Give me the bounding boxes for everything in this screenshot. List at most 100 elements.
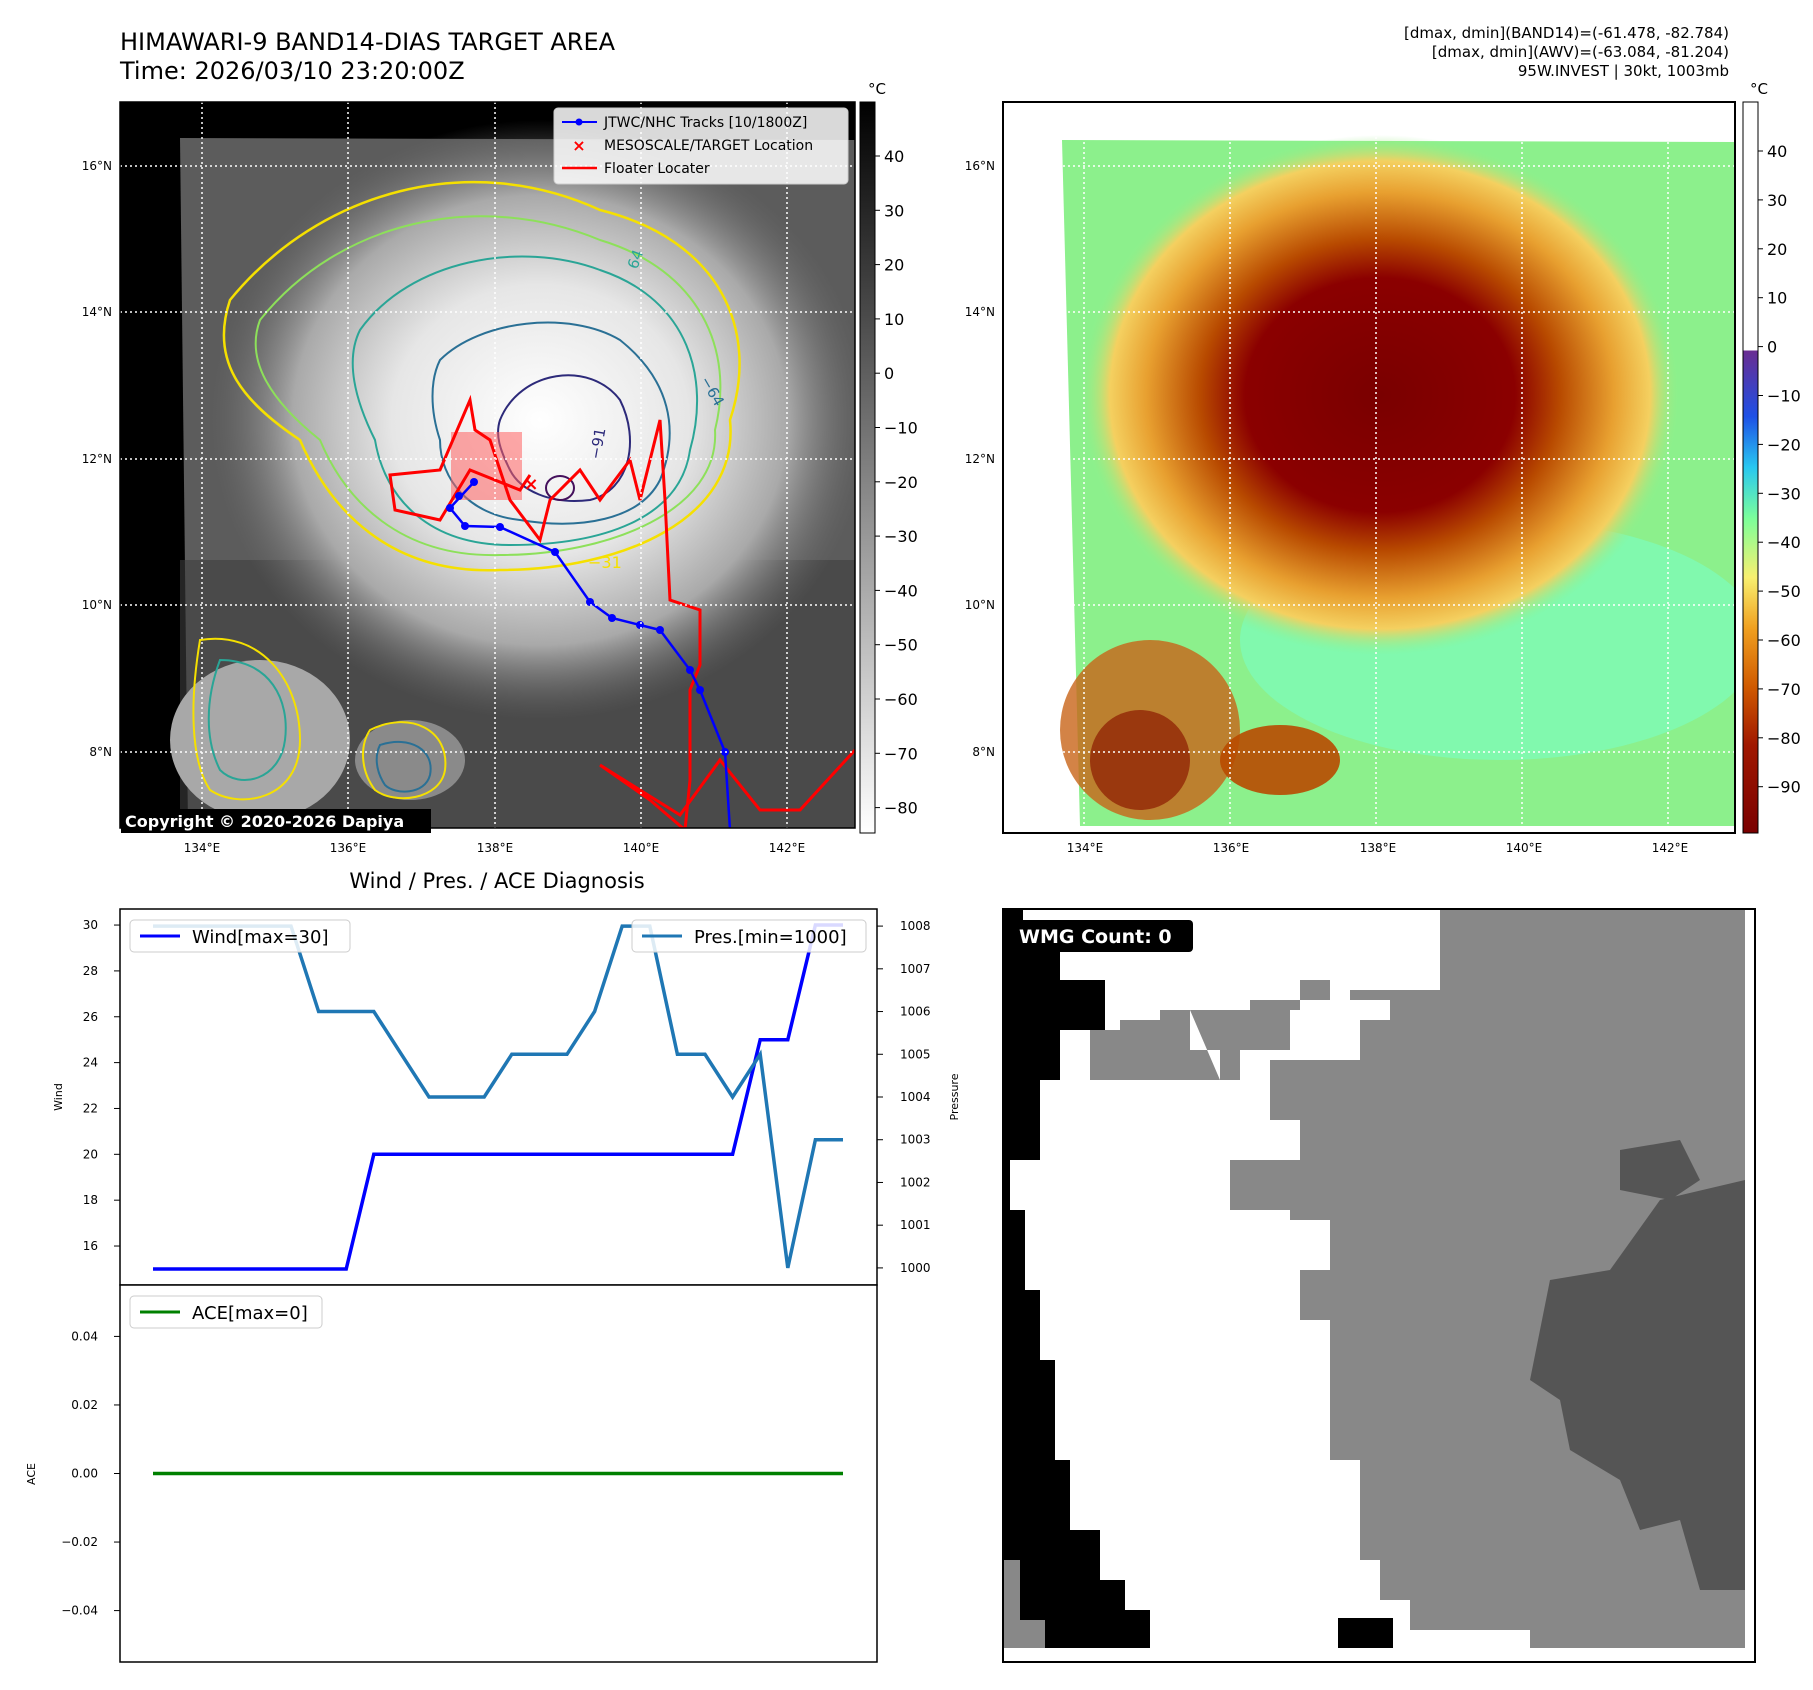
lon-tick-label-right: 138°E: [1360, 841, 1397, 855]
info-awv: [dmax, dmin](AWV)=(-63.084, -81.204): [1431, 43, 1729, 61]
wind-tick-label: 24: [83, 1056, 98, 1070]
bw-colorbar-label: 20: [884, 256, 904, 275]
legend-target-marker: ×: [572, 136, 585, 155]
target-marker: ×: [523, 474, 538, 495]
copyright-badge: [121, 809, 431, 833]
info-band14: [dmax, dmin](BAND14)=(-61.478, -82.784): [1404, 24, 1729, 42]
color-colorbar-label: 0: [1767, 338, 1777, 357]
color-colorbar-label: −40: [1767, 533, 1801, 552]
color-colorbar-label: −50: [1767, 582, 1801, 601]
lat-tick-label-right: 14°N: [965, 305, 995, 319]
ace-tick-label: −0.04: [61, 1604, 98, 1618]
pres-tick-label: 1000: [900, 1261, 931, 1275]
lon-tick-label-right: 134°E: [1067, 841, 1104, 855]
pres-tick-label: 1002: [900, 1175, 931, 1189]
lat-tick-label-right: 16°N: [965, 159, 995, 173]
bw-colorbar-label: 10: [884, 310, 904, 329]
contour-label: −91: [586, 426, 609, 460]
legend-target: MESOSCALE/TARGET Location: [604, 138, 813, 154]
wmg-count-badge: [1011, 920, 1193, 952]
wind-tick-label: 26: [83, 1010, 98, 1024]
bw-colorbar-label: −20: [884, 473, 918, 492]
info-storm: 95W.INVEST | 30kt, 1003mb: [1517, 62, 1729, 80]
color-colorbar-label: 20: [1767, 240, 1787, 259]
ace-tick-label: 0.00: [71, 1467, 98, 1481]
color-colorbar-label: 30: [1767, 191, 1787, 210]
lon-tick-label-right: 136°E: [1213, 841, 1250, 855]
contour-label: −31: [588, 553, 622, 572]
pres-tick-label: 1007: [900, 962, 931, 976]
pres-tick-label: 1008: [900, 919, 931, 933]
color-colorbar-label: −20: [1767, 435, 1801, 454]
bw-colorbar-label: 40: [884, 147, 904, 166]
pres-tick-label: 1004: [900, 1090, 931, 1104]
wind-tick-label: 22: [83, 1101, 98, 1115]
colorbar-unit: °C: [868, 80, 886, 98]
color-colorbar: [1742, 101, 1759, 834]
ace-tick-label: 0.04: [71, 1329, 98, 1343]
bw-colorbar-label: −80: [884, 799, 918, 818]
ir-map-right: [1003, 102, 1735, 833]
color-colorbar-label: −60: [1767, 631, 1801, 650]
lat-tick-label-right: 10°N: [965, 598, 995, 612]
wind-tick-label: 28: [83, 964, 98, 978]
ace-legend: ACE[max=0]: [129, 1295, 323, 1329]
bw-colorbar-label: −50: [884, 636, 918, 655]
lat-tick-label: 16°N: [82, 159, 112, 173]
ace-axis-label: ACE: [25, 1463, 38, 1485]
colorbar-unit-right: °C: [1750, 80, 1768, 98]
pres-tick-label: 1001: [900, 1218, 931, 1232]
lat-tick-label: 12°N: [82, 452, 112, 466]
lat-tick-label: 10°N: [82, 598, 112, 612]
color-colorbar-label: 10: [1767, 289, 1787, 308]
bw-colorbar-label: −10: [884, 419, 918, 438]
target-area-box: [451, 432, 522, 500]
pres-legend-label: Pres.[min=1000]: [694, 927, 847, 948]
copyright-text: Copyright © 2020-2026 Dapiya: [125, 812, 404, 831]
bw-colorbar-label: −60: [884, 690, 918, 709]
color-colorbar-label: −90: [1767, 778, 1801, 797]
lat-tick-label-right: 12°N: [965, 452, 995, 466]
wind-tick-label: 18: [83, 1193, 98, 1207]
chart-time: Time: 2026/03/10 23:20:00Z: [120, 57, 465, 85]
wind-legend-label: Wind[max=30]: [192, 927, 329, 948]
bw-colorbar-label: 0: [884, 364, 894, 383]
bw-colorbar-label: −40: [884, 581, 918, 600]
legend-tracks: JTWC/NHC Tracks [10/1800Z]: [603, 115, 807, 131]
wind-tick-label: 16: [83, 1239, 98, 1253]
lon-tick-label: 134°E: [184, 841, 221, 855]
wind-tick-label: 30: [83, 918, 98, 932]
pres-tick-label: 1005: [900, 1047, 931, 1061]
wind-tick-label: 20: [83, 1147, 98, 1161]
bw-colorbar: [859, 101, 876, 834]
lon-tick-label: 140°E: [623, 841, 660, 855]
lon-tick-label: 136°E: [330, 841, 367, 855]
lat-tick-label-right: 8°N: [972, 745, 995, 759]
ace-legend-label: ACE[max=0]: [192, 1303, 308, 1324]
color-colorbar-label: −10: [1767, 387, 1801, 406]
color-colorbar-label: −70: [1767, 680, 1801, 699]
legend-floater: Floater Locater: [604, 161, 710, 177]
lon-tick-label: 138°E: [477, 841, 514, 855]
map-legend: JTWC/NHC Tracks [10/1800Z] × MESOSCALE/T…: [553, 107, 849, 185]
wind-pres-panel: [119, 908, 878, 1286]
wind-series-line: [153, 923, 843, 1271]
diagnosis-title: Wind / Pres. / ACE Diagnosis: [349, 869, 644, 893]
lat-tick-label: 14°N: [82, 305, 112, 319]
wmg-panel: [1002, 908, 1756, 1663]
ir-map-left: −31 64 −64 −91 ×: [120, 102, 855, 828]
lon-tick-label: 142°E: [769, 841, 806, 855]
wmg-count-label: WMG Count: 0: [1019, 926, 1172, 948]
lat-tick-label: 8°N: [89, 745, 112, 759]
wind-axis-label: Wind: [52, 1083, 65, 1111]
color-colorbar-label: −80: [1767, 729, 1801, 748]
ace-tick-label: 0.02: [71, 1398, 98, 1412]
bw-colorbar-label: −30: [884, 527, 918, 546]
chart-title: HIMAWARI-9 BAND14-DIAS TARGET AREA: [120, 28, 616, 56]
bw-colorbar-label: 30: [884, 201, 904, 220]
lon-tick-label-right: 140°E: [1506, 841, 1543, 855]
pres-tick-label: 1006: [900, 1005, 931, 1019]
ace-tick-label: −0.02: [61, 1535, 98, 1549]
pressure-axis-label: Pressure: [948, 1073, 961, 1120]
